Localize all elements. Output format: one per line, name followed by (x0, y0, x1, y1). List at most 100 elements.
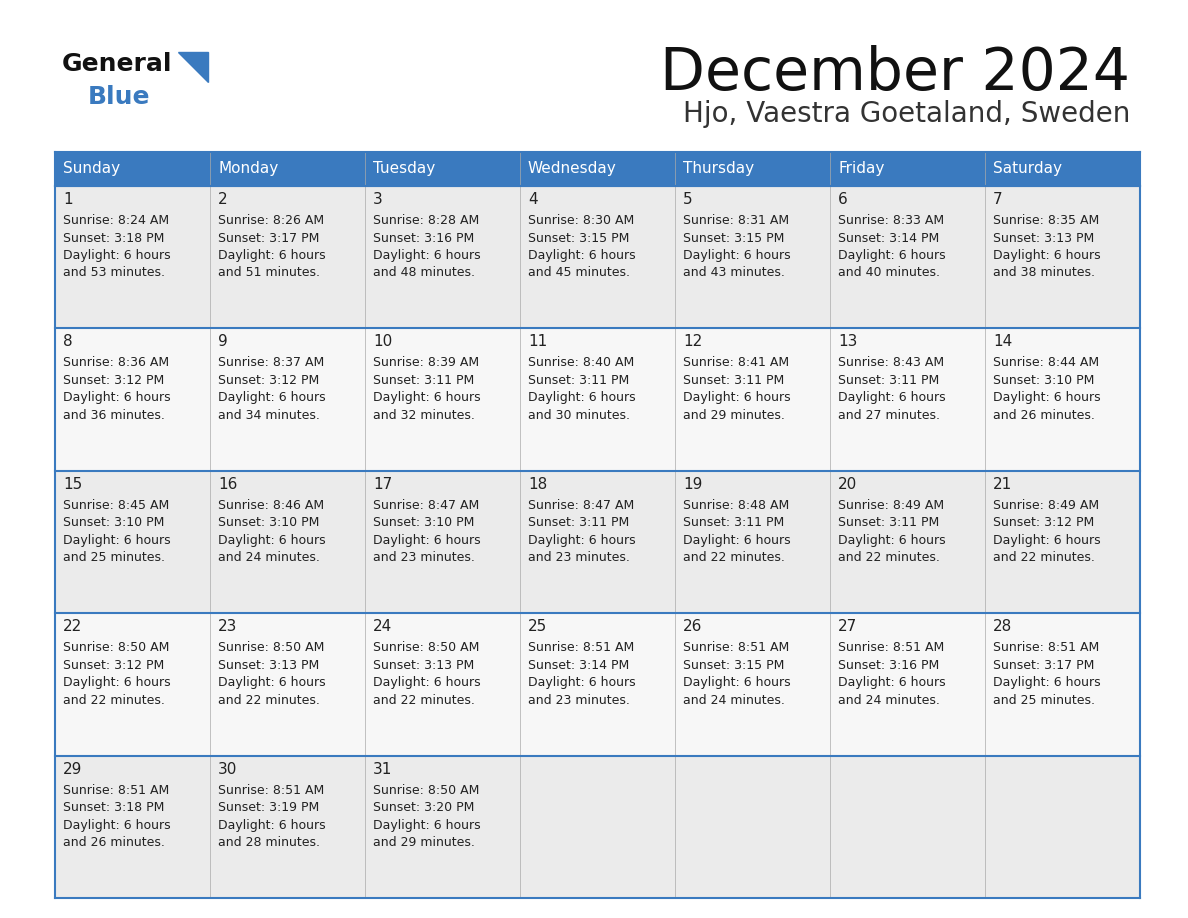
Text: Sunset: 3:18 PM: Sunset: 3:18 PM (63, 801, 164, 814)
Text: Sunrise: 8:39 AM: Sunrise: 8:39 AM (373, 356, 479, 369)
Text: and 38 minutes.: and 38 minutes. (993, 266, 1095, 279)
Text: Daylight: 6 hours: Daylight: 6 hours (683, 533, 791, 547)
Text: 16: 16 (219, 476, 238, 492)
Text: Sunrise: 8:51 AM: Sunrise: 8:51 AM (838, 641, 944, 655)
Text: Sunrise: 8:51 AM: Sunrise: 8:51 AM (527, 641, 634, 655)
Text: and 53 minutes.: and 53 minutes. (63, 266, 165, 279)
Text: Sunrise: 8:30 AM: Sunrise: 8:30 AM (527, 214, 634, 227)
Text: and 29 minutes.: and 29 minutes. (373, 836, 475, 849)
Text: Sunset: 3:14 PM: Sunset: 3:14 PM (838, 231, 940, 244)
Text: 9: 9 (219, 334, 228, 350)
Text: Daylight: 6 hours: Daylight: 6 hours (373, 819, 481, 832)
Text: Daylight: 6 hours: Daylight: 6 hours (993, 677, 1100, 689)
Text: Sunday: Sunday (63, 162, 120, 176)
Text: Sunset: 3:13 PM: Sunset: 3:13 PM (219, 659, 320, 672)
Text: and 23 minutes.: and 23 minutes. (527, 694, 630, 707)
Text: Sunrise: 8:45 AM: Sunrise: 8:45 AM (63, 498, 169, 512)
Text: 29: 29 (63, 762, 82, 777)
Text: Daylight: 6 hours: Daylight: 6 hours (63, 249, 171, 262)
Text: and 25 minutes.: and 25 minutes. (993, 694, 1095, 707)
Text: Sunset: 3:12 PM: Sunset: 3:12 PM (219, 374, 320, 386)
Text: 14: 14 (993, 334, 1012, 350)
Text: 18: 18 (527, 476, 548, 492)
Text: and 29 minutes.: and 29 minutes. (683, 409, 785, 422)
Text: Daylight: 6 hours: Daylight: 6 hours (373, 533, 481, 547)
Bar (55, 756, 1140, 898)
Text: Sunrise: 8:26 AM: Sunrise: 8:26 AM (219, 214, 324, 227)
Text: Sunrise: 8:51 AM: Sunrise: 8:51 AM (219, 784, 324, 797)
Text: Sunrise: 8:50 AM: Sunrise: 8:50 AM (63, 641, 170, 655)
Text: 13: 13 (838, 334, 858, 350)
Text: Sunset: 3:12 PM: Sunset: 3:12 PM (63, 374, 164, 386)
Text: 6: 6 (838, 192, 848, 207)
Text: Daylight: 6 hours: Daylight: 6 hours (527, 391, 636, 405)
Text: and 36 minutes.: and 36 minutes. (63, 409, 165, 422)
Text: Daylight: 6 hours: Daylight: 6 hours (683, 391, 791, 405)
Text: Daylight: 6 hours: Daylight: 6 hours (838, 249, 946, 262)
Text: Sunset: 3:11 PM: Sunset: 3:11 PM (838, 516, 940, 530)
Text: Friday: Friday (838, 162, 884, 176)
Text: 25: 25 (527, 620, 548, 634)
Text: and 26 minutes.: and 26 minutes. (993, 409, 1095, 422)
Text: Sunset: 3:15 PM: Sunset: 3:15 PM (683, 231, 784, 244)
Text: Hjo, Vaestra Goetaland, Sweden: Hjo, Vaestra Goetaland, Sweden (683, 100, 1130, 128)
Text: Sunset: 3:10 PM: Sunset: 3:10 PM (219, 516, 320, 530)
Text: Sunset: 3:11 PM: Sunset: 3:11 PM (373, 374, 474, 386)
Text: Daylight: 6 hours: Daylight: 6 hours (993, 391, 1100, 405)
Text: and 34 minutes.: and 34 minutes. (219, 409, 320, 422)
Text: Daylight: 6 hours: Daylight: 6 hours (838, 391, 946, 405)
Text: Sunset: 3:13 PM: Sunset: 3:13 PM (993, 231, 1094, 244)
Text: and 32 minutes.: and 32 minutes. (373, 409, 475, 422)
Text: Daylight: 6 hours: Daylight: 6 hours (527, 249, 636, 262)
Text: and 48 minutes.: and 48 minutes. (373, 266, 475, 279)
Text: 1: 1 (63, 192, 72, 207)
Text: Thursday: Thursday (683, 162, 754, 176)
Text: 23: 23 (219, 620, 238, 634)
Text: and 30 minutes.: and 30 minutes. (527, 409, 630, 422)
Text: Sunrise: 8:50 AM: Sunrise: 8:50 AM (219, 641, 324, 655)
Text: Sunrise: 8:47 AM: Sunrise: 8:47 AM (527, 498, 634, 512)
Text: General: General (62, 52, 172, 76)
Text: 11: 11 (527, 334, 548, 350)
Text: Sunset: 3:12 PM: Sunset: 3:12 PM (993, 516, 1094, 530)
Text: and 28 minutes.: and 28 minutes. (219, 836, 320, 849)
Text: Sunrise: 8:50 AM: Sunrise: 8:50 AM (373, 641, 480, 655)
Text: and 26 minutes.: and 26 minutes. (63, 836, 165, 849)
Text: Sunset: 3:10 PM: Sunset: 3:10 PM (373, 516, 474, 530)
Text: 2: 2 (219, 192, 228, 207)
Text: Sunset: 3:20 PM: Sunset: 3:20 PM (373, 801, 474, 814)
Text: and 22 minutes.: and 22 minutes. (219, 694, 320, 707)
Bar (830, 152, 985, 186)
Text: Daylight: 6 hours: Daylight: 6 hours (63, 533, 171, 547)
Text: Blue: Blue (88, 85, 151, 109)
Text: Sunrise: 8:40 AM: Sunrise: 8:40 AM (527, 356, 634, 369)
Text: 10: 10 (373, 334, 392, 350)
Bar (55, 186, 1140, 329)
Text: 17: 17 (373, 476, 392, 492)
Bar (55, 329, 1140, 471)
Text: 8: 8 (63, 334, 72, 350)
Text: Sunset: 3:11 PM: Sunset: 3:11 PM (683, 516, 784, 530)
Text: 27: 27 (838, 620, 858, 634)
Text: Daylight: 6 hours: Daylight: 6 hours (683, 249, 791, 262)
Text: 22: 22 (63, 620, 82, 634)
Text: and 22 minutes.: and 22 minutes. (683, 552, 785, 565)
Text: Tuesday: Tuesday (373, 162, 435, 176)
Bar (985, 152, 1140, 186)
Text: Daylight: 6 hours: Daylight: 6 hours (219, 819, 326, 832)
Text: December 2024: December 2024 (661, 45, 1130, 102)
Text: 4: 4 (527, 192, 538, 207)
Text: and 22 minutes.: and 22 minutes. (63, 694, 165, 707)
Text: and 23 minutes.: and 23 minutes. (527, 552, 630, 565)
Text: 31: 31 (373, 762, 392, 777)
Text: Sunrise: 8:49 AM: Sunrise: 8:49 AM (838, 498, 944, 512)
Text: Sunrise: 8:46 AM: Sunrise: 8:46 AM (219, 498, 324, 512)
Text: 28: 28 (993, 620, 1012, 634)
Text: 30: 30 (219, 762, 238, 777)
Text: Sunrise: 8:50 AM: Sunrise: 8:50 AM (373, 784, 480, 797)
Text: 19: 19 (683, 476, 702, 492)
Bar (675, 152, 830, 186)
Text: Daylight: 6 hours: Daylight: 6 hours (993, 249, 1100, 262)
Text: Daylight: 6 hours: Daylight: 6 hours (838, 533, 946, 547)
Text: Sunset: 3:16 PM: Sunset: 3:16 PM (838, 659, 940, 672)
